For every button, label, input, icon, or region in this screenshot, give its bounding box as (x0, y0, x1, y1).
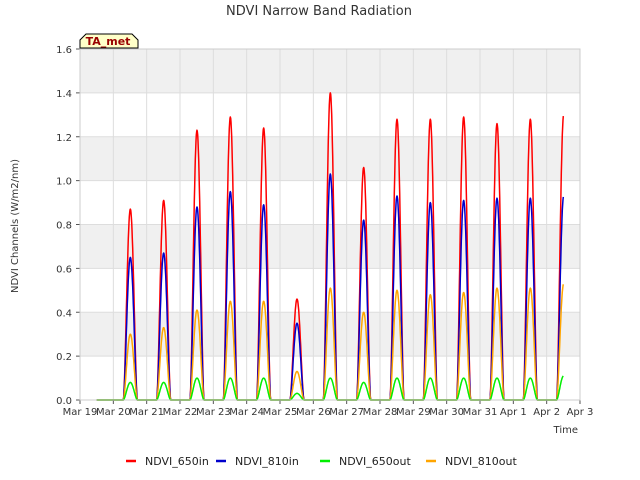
legend-label: NDVI_650in (145, 455, 209, 468)
x-tick-label: Apr 3 (567, 407, 594, 418)
x-tick-label: Apr 2 (533, 407, 560, 418)
x-tick-label: Mar 21 (129, 407, 164, 418)
x-tick-label: Mar 20 (96, 407, 131, 418)
chart-title: NDVI Narrow Band Radiation (226, 4, 412, 19)
y-tick-label: 1.0 (56, 177, 72, 188)
legend-item: NDVI_650in (126, 455, 209, 468)
x-tick-label: Apr 1 (500, 407, 527, 418)
x-tick-label: Mar 25 (263, 407, 298, 418)
x-tick-label: Mar 24 (229, 407, 264, 418)
grid-band (80, 136, 580, 181)
x-tick-label: Mar 19 (63, 407, 98, 418)
station-badge-label: TA_met (86, 35, 131, 48)
x-tick-label: Mar 22 (163, 407, 198, 418)
y-tick-label: 0.8 (56, 221, 72, 232)
x-tick-label: Mar 27 (329, 407, 364, 418)
x-tick-label: Mar 30 (429, 407, 464, 418)
station-badge: TA_met (79, 33, 139, 49)
grid-band (80, 49, 580, 93)
y-tick-label: 0.6 (56, 264, 72, 275)
legend-item: NDVI_650out (320, 455, 411, 468)
y-tick-label: 1.6 (56, 45, 72, 56)
x-axis-label: Time (553, 425, 578, 436)
y-axis-label: NDVI Channels (W/m2/nm) (10, 159, 21, 293)
legend: NDVI_650in NDVI_810in NDVI_650out NDVI_810o… (126, 455, 517, 468)
grid-band (80, 224, 580, 269)
y-tick-label: 0.0 (56, 396, 72, 407)
legend-label: NDVI_650out (339, 455, 411, 468)
legend-item: NDVI_810out (426, 455, 517, 468)
grid-band (80, 312, 580, 357)
y-tick-label: 0.4 (56, 308, 72, 319)
y-tick-label: 1.2 (56, 133, 72, 144)
x-tick-label: Mar 26 (296, 407, 331, 418)
y-tick-label: 1.4 (56, 89, 72, 100)
x-tick-label: Mar 28 (363, 407, 398, 418)
legend-label: NDVI_810in (235, 455, 299, 468)
y-tick-label: 0.2 (56, 352, 72, 363)
plot-frame (79, 48, 581, 401)
x-tick-label: Mar 29 (396, 407, 431, 418)
x-tick-label: Mar 23 (196, 407, 231, 418)
legend-item: NDVI_810in (216, 455, 299, 468)
legend-label: NDVI_810out (445, 455, 517, 468)
x-tick-label: Mar 31 (463, 407, 498, 418)
